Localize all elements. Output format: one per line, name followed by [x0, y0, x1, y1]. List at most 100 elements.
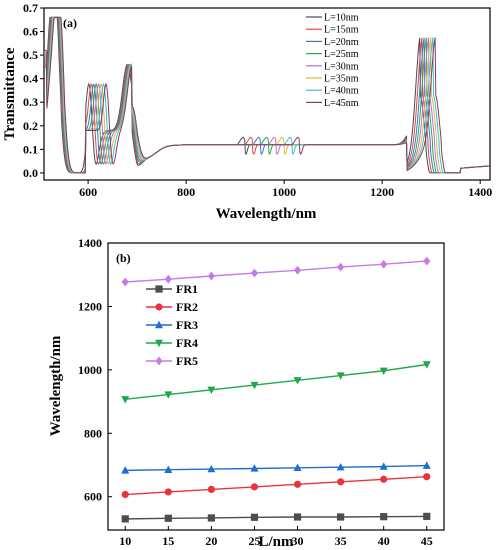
legend-label-b: FR3 — [176, 318, 198, 332]
legend-label-a: L=25nm — [324, 49, 359, 60]
legend-label-a: L=40nm — [324, 86, 359, 97]
legend-label-a: L=15nm — [324, 25, 359, 36]
panel-a: 0.0 0.1 0.2 0.3 0.4 0.5 0.6 0.7 600 800 1000 1200 1… — [2, 1, 492, 222]
legend-label-a: L=20nm — [324, 37, 359, 48]
y-axis-ticks-b: 600 800 1000 1200 1400 — [78, 236, 112, 504]
data-point — [293, 265, 302, 275]
series-line-a — [44, 16, 490, 174]
y-tick-label-a: 0.7 — [23, 1, 38, 15]
data-point — [337, 262, 345, 272]
x-axis-ticks-a: 600 800 1000 1200 1400 — [79, 180, 492, 199]
y-tick-label-a: 0.5 — [23, 48, 38, 62]
y-tick-label-b: 600 — [84, 490, 102, 504]
data-point — [164, 274, 172, 284]
legend-b: FR1 FR2 FR3 FR4 FR5 — [146, 282, 198, 368]
y-tick-label-a: 0.2 — [23, 119, 38, 133]
y-axis-title-b: Wavelength/nm — [48, 335, 64, 436]
data-point — [121, 277, 129, 287]
legend-label-a: L=30nm — [324, 61, 359, 72]
y-tick-label-a: 0.3 — [23, 95, 38, 109]
data-point — [423, 473, 431, 481]
x-tick-label-a: 1000 — [272, 185, 296, 199]
data-point — [121, 490, 129, 499]
data-point — [337, 478, 345, 486]
series-line-b — [125, 515, 427, 520]
data-point — [379, 367, 388, 376]
transmittance-curves — [44, 16, 490, 174]
y-tick-label-b: 1200 — [78, 299, 102, 313]
x-tick-label-b: 35 — [335, 534, 347, 548]
y-axis-title-a: Transmittance — [2, 47, 18, 140]
legend-label-b: FR5 — [176, 354, 198, 368]
data-point — [379, 462, 388, 470]
data-point — [293, 463, 302, 472]
legend-label-b: FR4 — [176, 336, 198, 350]
data-point — [423, 256, 431, 266]
y-tick-label-b: 1400 — [78, 236, 102, 250]
x-tick-label-b: 45 — [421, 534, 433, 548]
data-point — [293, 377, 302, 385]
data-point — [336, 372, 345, 380]
data-point — [380, 513, 388, 521]
data-point — [250, 513, 259, 521]
y-tick-label-b: 800 — [84, 426, 102, 440]
y-tick-label-a: 0.6 — [23, 25, 38, 39]
x-tick-label-b: 10 — [119, 534, 131, 548]
data-point — [207, 464, 216, 473]
data-point — [380, 475, 388, 483]
data-point — [164, 391, 173, 399]
data-point — [336, 463, 345, 471]
x-axis-title-b: L/nm — [258, 534, 294, 550]
data-point — [207, 271, 215, 281]
plot-frame-b — [107, 242, 445, 531]
legend-label-b: FR2 — [176, 300, 198, 314]
x-tick-label-a: 600 — [79, 185, 97, 199]
x-tick-label-b: 25 — [248, 534, 260, 548]
x-axis-title-a: Wavelength/nm — [216, 206, 317, 222]
plot-frame-a — [43, 7, 491, 181]
legend-marker-b — [155, 320, 163, 329]
panel-label-b: (b) — [116, 251, 131, 265]
x-tick-label-a: 1200 — [370, 185, 394, 199]
legend-marker-b — [155, 339, 163, 348]
data-point — [121, 396, 130, 404]
data-point — [207, 514, 215, 522]
data-point — [422, 461, 431, 469]
data-point — [164, 488, 172, 496]
x-tick-label-b: 30 — [292, 534, 304, 548]
x-tick-label-a: 1400 — [468, 185, 492, 199]
data-point — [293, 480, 302, 488]
x-tick-label-b: 40 — [378, 534, 390, 548]
data-point — [250, 464, 259, 472]
data-point — [207, 485, 215, 494]
legend-label-a: L=10nm — [324, 13, 359, 24]
fr-lines — [121, 256, 431, 523]
data-point — [293, 513, 302, 521]
legend-label-b: FR1 — [176, 282, 198, 296]
legend-marker-b — [155, 285, 163, 293]
data-point — [250, 268, 259, 278]
data-point — [423, 512, 431, 520]
data-point — [422, 361, 431, 369]
data-point — [164, 514, 172, 522]
legend-marker-b — [155, 356, 163, 366]
y-tick-label-a: 0.4 — [23, 72, 38, 86]
series-line-b — [125, 363, 427, 400]
x-axis-ticks-b: 10 15 20 25 30 35 40 45 — [119, 526, 433, 548]
data-point — [380, 259, 388, 269]
data-point — [250, 381, 259, 390]
x-tick-label-b: 20 — [205, 534, 217, 548]
panel-label-a: (a) — [63, 16, 77, 30]
y-tick-label-a: 0.0 — [23, 166, 38, 180]
y-axis-ticks-a: 0.0 0.1 0.2 0.3 0.4 0.5 0.6 0.7 — [23, 1, 44, 180]
y-tick-label-b: 1000 — [78, 363, 102, 377]
series-line-a — [44, 16, 490, 174]
data-point — [121, 466, 130, 474]
series-line-b — [125, 464, 427, 472]
x-tick-label-b: 15 — [162, 534, 174, 548]
series-line-b — [125, 476, 427, 496]
data-point — [337, 513, 345, 521]
